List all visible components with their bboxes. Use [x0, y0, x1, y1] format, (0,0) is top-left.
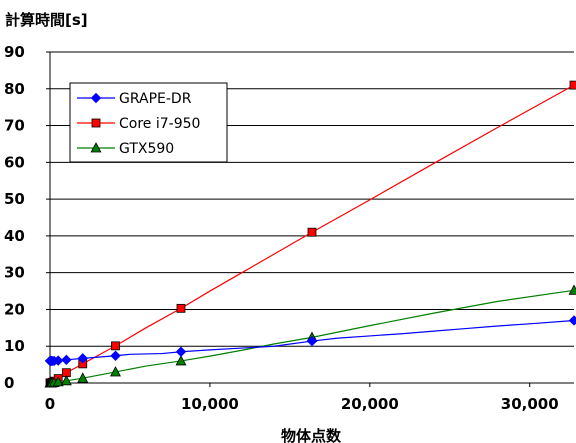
data-point — [176, 303, 186, 313]
data-point — [77, 372, 89, 383]
x-tick-labels: 0 10,000 20,000 30,000 — [45, 395, 559, 413]
legend-item: GRAPE-DR — [77, 91, 192, 107]
legend-marker — [91, 118, 101, 128]
legend-item: Core i7-950 — [77, 116, 200, 132]
legend-label: GRAPE-DR — [119, 91, 192, 107]
series-group — [44, 80, 576, 388]
data-point — [568, 315, 576, 326]
x-tick-label: 10,000 — [181, 395, 239, 413]
y-tick-label: 70 — [4, 117, 25, 135]
legend-label: GTX590 — [119, 141, 174, 157]
y-tick-label: 20 — [4, 300, 25, 318]
data-point — [52, 376, 64, 387]
x-tick-label: 20,000 — [341, 395, 399, 413]
y-tick-label: 40 — [4, 227, 25, 245]
data-point — [110, 350, 121, 361]
y-axis-title: 計算時間[s] — [5, 11, 88, 29]
series-grape-dr — [44, 315, 576, 367]
y-tick-label: 50 — [4, 190, 25, 208]
x-tick-label: 0 — [45, 395, 55, 413]
legend-label: Core i7-950 — [119, 116, 200, 132]
data-point — [77, 353, 88, 364]
x-axis-title: 物体点数 — [281, 427, 342, 443]
y-tick-label: 80 — [4, 80, 25, 98]
y-tick-label: 10 — [4, 337, 25, 355]
data-point — [52, 355, 64, 366]
data-point — [175, 355, 187, 366]
data-point — [569, 80, 576, 90]
x-tick-label: 30,000 — [501, 395, 559, 413]
y-tick-label: 0 — [4, 374, 14, 392]
data-point — [306, 335, 318, 347]
legend-marker — [90, 142, 102, 153]
y-tick-labels: 0 10 20 30 40 50 60 70 80 90 — [4, 43, 25, 392]
y-tick-label: 60 — [4, 153, 25, 171]
data-point — [175, 346, 187, 357]
legend-marker — [90, 92, 102, 104]
data-point — [110, 366, 121, 377]
data-point — [307, 227, 317, 237]
data-point — [111, 341, 120, 351]
legend-item: GTX590 — [77, 141, 174, 157]
y-tick-label: 90 — [4, 43, 25, 61]
y-tick-label: 30 — [4, 264, 25, 282]
data-point — [60, 374, 72, 386]
data-point — [568, 284, 576, 295]
data-point — [61, 354, 72, 366]
legend: GRAPE-DR Core i7-950 GTX590 — [69, 82, 228, 163]
